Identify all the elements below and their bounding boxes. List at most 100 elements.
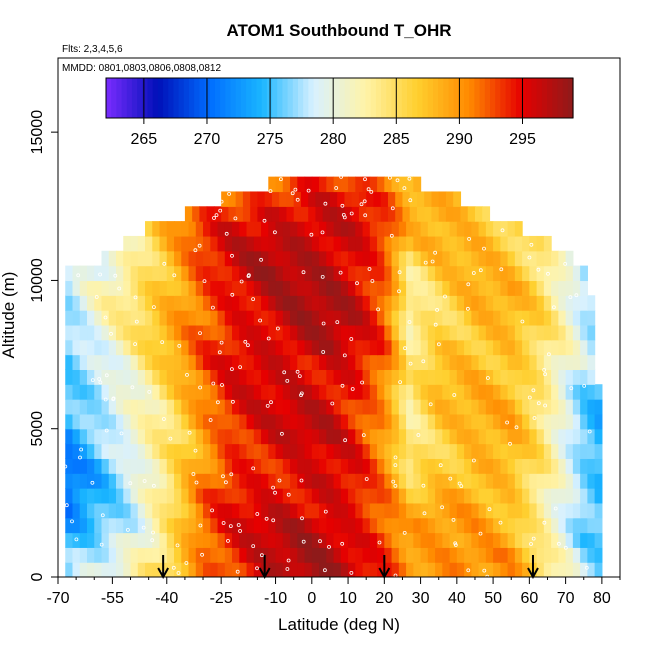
heatmap-cell (239, 250, 248, 267)
track-point (342, 353, 347, 358)
heatmap-cell (257, 191, 266, 207)
heatmap-cell (358, 206, 367, 222)
heatmap-cell (529, 295, 538, 311)
heatmap-cell (369, 384, 378, 400)
heatmap-cell (384, 369, 393, 385)
heatmap-cell (159, 384, 168, 400)
heatmap-cell (188, 502, 197, 519)
heatmap-cell (319, 443, 327, 459)
heatmap-cell (326, 384, 335, 400)
heatmap-cell (551, 413, 559, 430)
heatmap-cell (456, 502, 465, 519)
heatmap-cell (536, 532, 545, 548)
heatmap-cell (427, 354, 436, 370)
heatmap-cell (326, 532, 335, 548)
heatmap-cell (79, 413, 88, 430)
heatmap-cell (232, 532, 240, 548)
track-point (349, 211, 354, 216)
heatmap-cell (536, 488, 545, 504)
heatmap-cell (116, 280, 124, 296)
colorbar-swatch (168, 78, 175, 118)
heatmap-cell (413, 265, 422, 282)
track-point (330, 401, 335, 406)
heatmap-cell (72, 488, 81, 504)
heatmap-cell (543, 310, 552, 326)
heatmap-cell (340, 265, 349, 282)
heatmap-cell (340, 413, 349, 430)
heatmap-cell (391, 295, 400, 311)
heatmap-cell (355, 443, 364, 459)
y-axis-title: Altitude (m) (0, 272, 18, 359)
heatmap-cell (275, 384, 284, 400)
heatmap-cell (536, 235, 545, 252)
heatmap-cell (558, 532, 567, 548)
heatmap-cell (217, 339, 226, 356)
heatmap-cell (413, 221, 422, 237)
heatmap-cell (558, 399, 567, 415)
heatmap-cell (232, 310, 240, 326)
heatmap-cell (145, 473, 153, 489)
heatmap-cell (551, 384, 559, 400)
heatmap-cell (253, 473, 262, 489)
heatmap-cell (224, 250, 233, 267)
track-point (542, 520, 547, 525)
heatmap-cell (558, 473, 567, 489)
track-point (271, 518, 276, 523)
colorbar-swatch (489, 78, 496, 118)
heatmap-cell (152, 547, 161, 563)
heatmap-cell (319, 339, 327, 356)
heatmap-cell (101, 280, 110, 296)
heatmap-cell (580, 369, 588, 385)
flight-track-points (63, 174, 592, 577)
heatmap-cell (203, 221, 211, 237)
heatmap-cell (406, 399, 414, 415)
y-tick-label: 10000 (29, 258, 46, 303)
heatmap-cell (507, 339, 516, 356)
heatmap-cell (166, 532, 175, 548)
heatmap-cell (188, 562, 197, 577)
heatmap-cell (493, 458, 501, 474)
heatmap-cell (580, 488, 588, 504)
heatmap-cell (406, 265, 414, 282)
track-point (90, 378, 95, 383)
heatmap-cell (507, 310, 516, 326)
heatmap-cell (123, 324, 132, 341)
heatmap-cell (304, 413, 313, 430)
heatmap-cell (300, 206, 309, 222)
heatmap-cell (369, 324, 378, 341)
x-tick-label: -25 (210, 590, 233, 607)
heatmap-cell (326, 488, 335, 504)
heatmap-cell (210, 295, 219, 311)
track-point (453, 543, 458, 547)
heatmap-cell (522, 265, 530, 282)
heatmap-cell (166, 384, 175, 400)
heatmap-cell (362, 399, 371, 415)
heatmap-cell (188, 339, 197, 356)
heatmap-cell (474, 206, 483, 222)
heatmap-cell (471, 517, 480, 534)
track-point (214, 213, 219, 218)
heatmap-cell (522, 532, 530, 548)
heatmap-cell (304, 488, 313, 504)
track-point (320, 230, 325, 235)
heatmap-cell (493, 221, 501, 237)
heatmap-cell (261, 428, 269, 445)
heatmap-cell (228, 206, 237, 222)
heatmap-cell (246, 502, 255, 519)
heatmap-cell (308, 191, 317, 207)
heatmap-cell (449, 443, 458, 459)
heatmap-cell (94, 324, 103, 341)
heatmap-cell (572, 443, 581, 459)
heatmap-cell (369, 354, 378, 370)
heatmap-cell (145, 517, 153, 534)
heatmap-cell (137, 458, 146, 474)
heatmap-cell (130, 295, 139, 311)
heatmap-cell (435, 399, 443, 415)
heatmap-cell (326, 428, 335, 445)
heatmap-cell (326, 265, 335, 282)
colorbar-swatch (287, 78, 294, 118)
heatmap-cell (409, 191, 418, 207)
heatmap-cell (224, 488, 233, 504)
heatmap-cell (137, 502, 146, 519)
heatmap-cell (268, 369, 277, 385)
